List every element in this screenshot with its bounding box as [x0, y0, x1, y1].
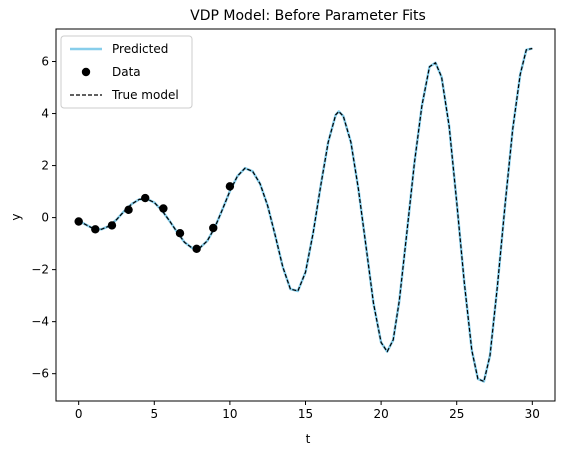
y-tick-label: −4: [31, 315, 49, 329]
x-tick-label: 30: [525, 407, 540, 421]
legend-label-predicted: Predicted: [112, 42, 168, 56]
legend-label-true-model: True model: [111, 88, 179, 102]
data-point: [175, 229, 185, 238]
data-point: [91, 225, 100, 234]
data-point: [74, 217, 83, 226]
y-tick-label: 2: [41, 159, 49, 173]
x-axis-label: t: [306, 432, 311, 446]
x-tick-label: 5: [150, 407, 158, 421]
legend-label-data: Data: [112, 65, 141, 79]
data-point: [141, 193, 150, 203]
y-tick-label: 4: [41, 107, 49, 121]
data-point: [124, 205, 133, 214]
y-tick-label: −2: [31, 263, 49, 277]
chart-title: VDP Model: Before Parameter Fits: [190, 8, 426, 24]
plot-area: [74, 47, 533, 383]
series-line-true-model: [78, 47, 533, 383]
y-axis-label: y: [9, 213, 23, 220]
axes: 0 5 10 15 20 25 30 −6 −4 −2 0 2 4 6: [31, 28, 556, 421]
data-point: [192, 244, 201, 254]
legend-swatch-data: [81, 67, 91, 77]
x-tick-label: 0: [75, 407, 83, 421]
y-tick-label: 0: [41, 211, 49, 225]
data-point: [159, 204, 168, 213]
x-tick-label: 20: [373, 407, 388, 421]
x-tick-label: 25: [449, 407, 464, 421]
data-point: [107, 221, 117, 230]
legend-frame: [60, 35, 193, 109]
x-tick-label: 15: [298, 407, 313, 421]
data-point: [225, 182, 235, 191]
y-tick-label: 6: [41, 55, 49, 69]
data-point: [209, 223, 218, 233]
x-tick-label: 10: [222, 407, 237, 421]
y-tick-label: −6: [31, 367, 49, 381]
legend: Predicted Data True model: [60, 35, 193, 109]
